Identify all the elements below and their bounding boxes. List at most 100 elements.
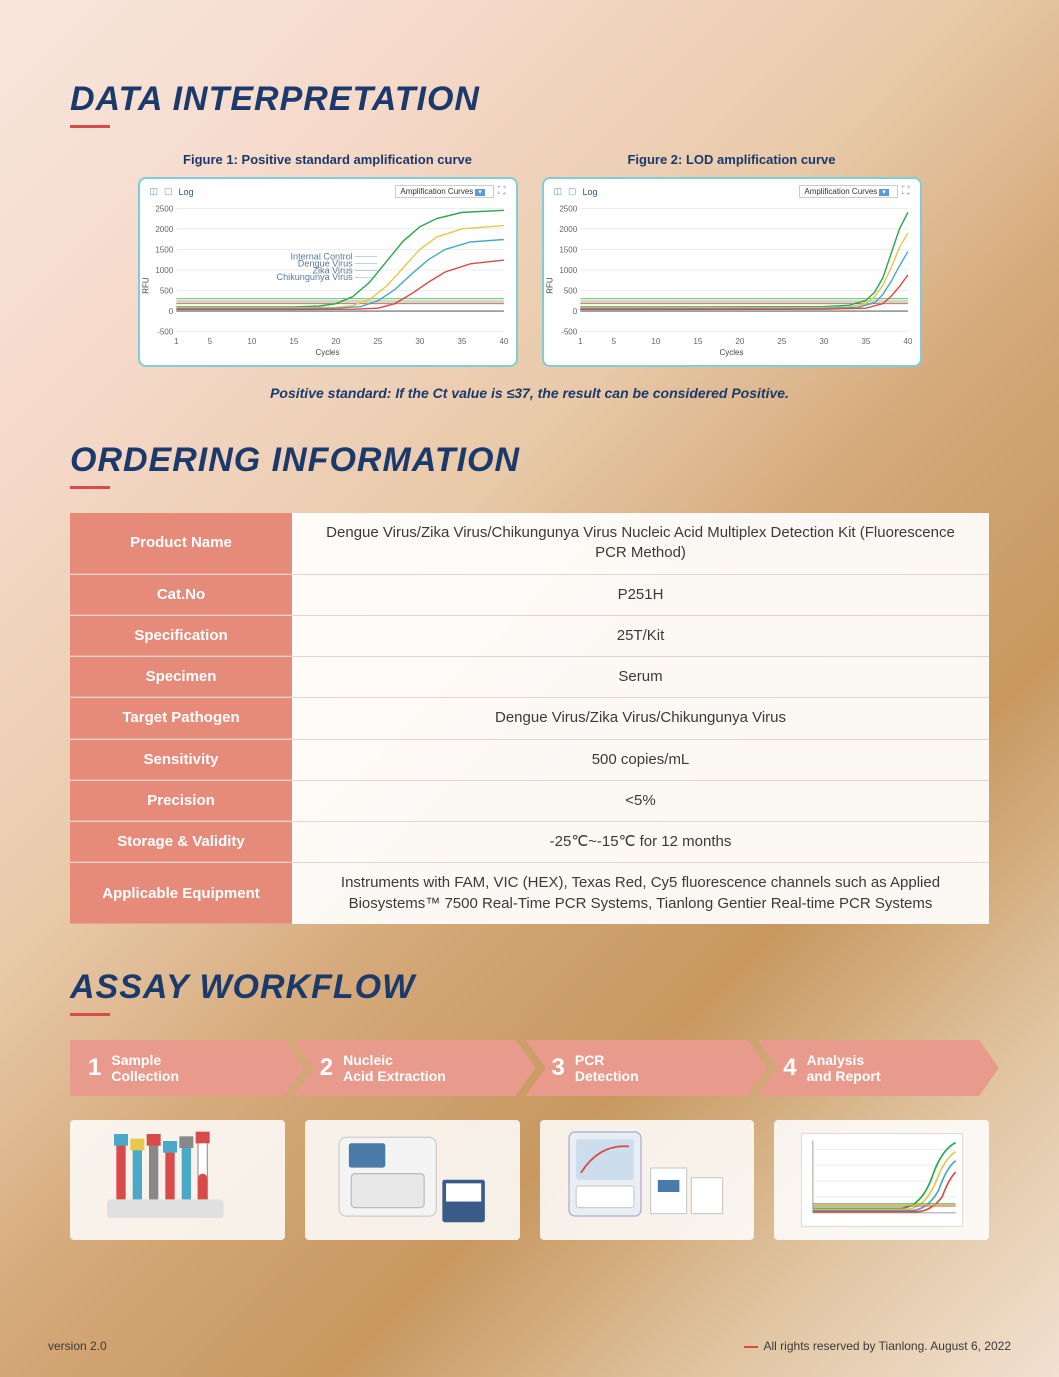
svg-text:25: 25 [777,337,786,346]
svg-text:35: 35 [457,337,466,346]
svg-text:1: 1 [174,337,179,346]
chart-log-toggle[interactable]: Log [179,187,194,197]
title-underline [70,125,110,128]
table-row: SpecimenSerum [70,657,989,698]
order-label: Specimen [70,657,292,697]
footer-version: version 2.0 [48,1339,107,1353]
fig2-caption: Figure 2: LOD amplification curve [542,152,922,167]
expand-icon[interactable]: ⛶ [902,185,910,198]
table-row: Product NameDengue Virus/Zika Virus/Chik… [70,513,989,575]
order-label: Precision [70,781,292,821]
order-label: Product Name [70,513,292,574]
step-text: Analysisand Report [807,1052,881,1084]
order-value: Dengue Virus/Zika Virus/Chikungunya Viru… [292,513,989,574]
table-row: Specification25T/Kit [70,616,989,657]
amplification-chart-1: -500050010001500200025001510152025303540… [146,200,510,350]
x-axis-label: Cycles [146,348,510,357]
svg-text:0: 0 [168,307,173,316]
chart-panel-2: ◫ ▢ Log Amplification Curves▾ ⛶ -5000500… [542,177,922,367]
svg-text:-500: -500 [157,328,174,337]
order-label: Sensitivity [70,740,292,780]
order-value: Dengue Virus/Zika Virus/Chikungunya Viru… [292,698,989,738]
workflow-step: 4Analysisand Report [757,1040,999,1096]
svg-text:10: 10 [247,337,256,346]
svg-text:25: 25 [373,337,382,346]
ordering-table: Product NameDengue Virus/Zika Virus/Chik… [70,513,989,924]
order-value: 25T/Kit [292,616,989,656]
ordering-section: ORDERING INFORMATION Product NameDengue … [70,441,989,924]
chart-new-icon[interactable]: ▢ [164,186,173,197]
title-underline [70,1013,110,1016]
svg-text:2000: 2000 [155,225,173,234]
svg-text:1500: 1500 [155,245,173,254]
table-row: Sensitivity500 copies/mL [70,740,989,781]
step-number: 1 [88,1054,101,1082]
workflow-step: 3 PCRDetection [526,1040,768,1096]
chart-new-icon[interactable]: ▢ [568,186,577,197]
ordering-title: ORDERING INFORMATION [70,441,989,480]
svg-text:1: 1 [578,337,583,346]
extraction-instrument-image [305,1120,520,1240]
svg-text:5: 5 [207,337,212,346]
workflow-images [70,1120,989,1240]
table-row: Applicable EquipmentInstruments with FAM… [70,863,989,924]
order-value: 500 copies/mL [292,740,989,780]
svg-text:500: 500 [159,287,173,296]
pcr-instrument-image [540,1120,755,1240]
order-label: Target Pathogen [70,698,292,738]
svg-text:1000: 1000 [155,266,173,275]
figure-1: Figure 1: Positive standard amplificatio… [138,152,518,367]
workflow-title: ASSAY WORKFLOW [70,968,989,1007]
svg-text:2500: 2500 [559,204,577,213]
title-underline [70,486,110,489]
x-axis-label: Cycles [550,348,914,357]
order-label: Storage & Validity [70,822,292,862]
step-text: SampleCollection [111,1052,179,1084]
order-value: -25℃~-15℃ for 12 months [292,822,989,862]
svg-text:20: 20 [331,337,340,346]
chart-mode-dropdown[interactable]: Amplification Curves▾ [395,185,493,198]
svg-text:-500: -500 [561,328,578,337]
svg-text:2000: 2000 [559,225,577,234]
expand-icon[interactable]: ⛶ [498,185,506,198]
order-value: Instruments with FAM, VIC (HEX), Texas R… [292,863,989,924]
order-value: <5% [292,781,989,821]
chart-log-toggle[interactable]: Log [583,187,598,197]
amplification-chart-2: -500050010001500200025001510152025303540 [550,200,914,350]
footer-rights: All rights reserved by Tianlong. August … [744,1339,1011,1353]
figure-2: Figure 2: LOD amplification curve ◫ ▢ Lo… [542,152,922,367]
order-value: P251H [292,575,989,615]
chart-view-icon[interactable]: ◫ [554,186,563,197]
table-row: Cat.NoP251H [70,575,989,616]
chart-view-icon[interactable]: ◫ [150,186,159,197]
workflow-steps: 1 SampleCollection 2 NucleicAcid Extraction… [70,1040,989,1096]
order-value: Serum [292,657,989,697]
step-text: NucleicAcid Extraction [343,1052,446,1084]
step-number: 2 [320,1054,333,1082]
step-number: 3 [552,1054,565,1082]
svg-text:35: 35 [861,337,870,346]
svg-text:Chikungunya Virus: Chikungunya Virus [276,272,353,282]
workflow-step: 1 SampleCollection [70,1040,304,1096]
data-interpretation-section: DATA INTERPRETATION Figure 1: Positive s… [70,80,989,401]
step-text: PCRDetection [575,1052,639,1084]
svg-text:40: 40 [903,337,912,346]
svg-text:0: 0 [572,307,577,316]
figures-row: Figure 1: Positive standard amplificatio… [70,152,989,367]
analysis-report-image [774,1120,989,1240]
chart-panel-1: ◫ ▢ Log Amplification Curves▾ ⛶ -500 0 500… [138,177,518,367]
svg-text:30: 30 [415,337,424,346]
svg-text:40: 40 [499,337,508,346]
order-label: Applicable Equipment [70,863,292,924]
workflow-step: 2 NucleicAcid Extraction [294,1040,536,1096]
svg-text:2500: 2500 [155,204,173,213]
footer: version 2.0 All rights reserved by Tianl… [48,1339,1011,1353]
positive-standard-note: Positive standard: If the Ct value is ≤3… [70,385,989,401]
y-axis-label: RFU [141,278,150,294]
workflow-section: ASSAY WORKFLOW 1 SampleCollection 2 Nucleic… [70,968,989,1240]
table-row: Precision<5% [70,781,989,822]
svg-text:15: 15 [693,337,702,346]
chart-mode-dropdown[interactable]: Amplification Curves▾ [799,185,897,198]
svg-text:30: 30 [819,337,828,346]
table-row: Target PathogenDengue Virus/Zika Virus/C… [70,698,989,739]
